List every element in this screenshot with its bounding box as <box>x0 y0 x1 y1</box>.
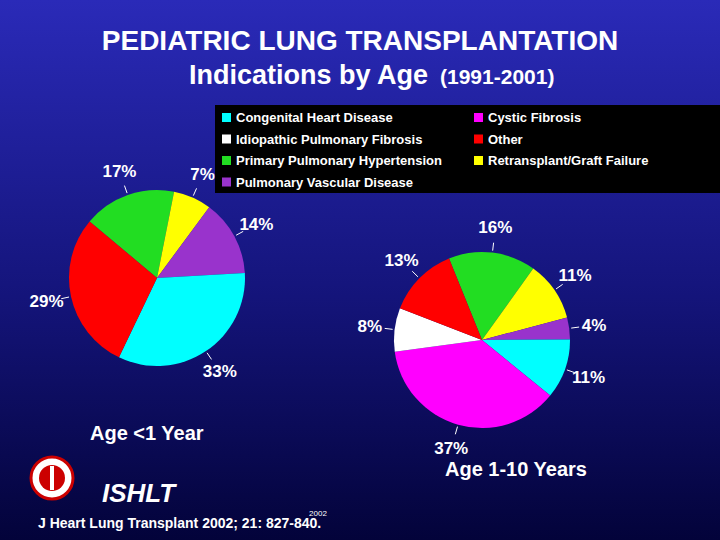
legend-swatch <box>474 156 483 165</box>
slice-label: 11% <box>572 368 605 387</box>
pie-slice <box>157 207 245 278</box>
leader-line <box>193 188 196 195</box>
slice-label: 11% <box>558 266 591 285</box>
legend-label: Idiopathic Pulmonary Fibrosis <box>236 132 422 147</box>
logo-mark <box>50 466 54 490</box>
legend: Congenital Heart Disease Cystic Fibrosis I… <box>215 105 720 193</box>
slice-label: 17% <box>102 162 136 181</box>
slice-label: 7% <box>190 165 215 184</box>
pie-chart: 16% 11% 4% 11% 37% 8% 13% Age 1-10 Years <box>358 218 607 480</box>
leader-line <box>455 427 457 435</box>
legend-swatch <box>222 135 231 144</box>
slice-label: 33% <box>203 362 237 381</box>
legend-swatch <box>222 178 231 187</box>
leader-line <box>207 353 211 360</box>
leader-line <box>571 327 579 328</box>
slice-label: 16% <box>478 218 512 237</box>
slice-labels: 16% 11% 4% 11% 37% 8% 13% <box>358 218 607 458</box>
legend-label: Retransplant/Graft Failure <box>488 153 648 168</box>
slice-label: 8% <box>358 317 383 336</box>
background <box>0 0 720 540</box>
legend-label: Cystic Fibrosis <box>488 110 581 125</box>
leader-line <box>124 186 127 194</box>
logo-ring <box>31 457 73 499</box>
logo-text: ISHLT <box>102 478 177 508</box>
stamp: 2002 <box>309 509 327 518</box>
legend-box <box>215 105 720 193</box>
logo-core <box>39 465 65 491</box>
legend-swatch <box>474 113 483 122</box>
pie-slice <box>400 258 482 340</box>
slice-label: 37% <box>434 439 468 458</box>
leader-line <box>385 328 393 330</box>
slice-label: 13% <box>385 251 419 270</box>
legend-swatch <box>474 135 483 144</box>
pie-slice <box>69 221 157 357</box>
pie-slice <box>395 340 550 428</box>
slice-label: 14% <box>239 215 273 234</box>
slice-labels: 17% 7% 14% 33% 29% <box>30 162 274 381</box>
slices <box>394 252 570 428</box>
slice-label: 29% <box>30 292 64 311</box>
legend-swatch <box>222 156 231 165</box>
legend-swatch <box>222 113 231 122</box>
title: PEDIATRIC LUNG TRANSPLANTATION <box>102 25 618 56</box>
legend-label: Pulmonary Vascular Disease <box>236 175 413 190</box>
leader-line <box>412 271 418 277</box>
pie-chart: 17% 7% 14% 33% 29% Age <1 Year <box>30 162 274 444</box>
subtitle: Indications by Age <box>189 60 428 90</box>
legend-label: Congenital Heart Disease <box>236 110 393 125</box>
pie-slice <box>482 318 570 340</box>
slide: PEDIATRIC LUNG TRANSPLANTATION Indication… <box>0 0 720 540</box>
legend-label: Other <box>488 132 523 147</box>
logo <box>31 457 73 499</box>
leader-line <box>492 243 494 251</box>
slice-label: 4% <box>582 316 607 335</box>
legend-label: Primary Pulmonary Hypertension <box>236 153 442 168</box>
years: (1991-2001) <box>440 65 554 88</box>
slices <box>69 190 245 366</box>
chart-title: Age <1 Year <box>90 422 204 444</box>
chart-title: Age 1-10 Years <box>445 458 587 480</box>
source: J Heart Lung Transplant 2002; 21: 827-84… <box>38 515 321 531</box>
